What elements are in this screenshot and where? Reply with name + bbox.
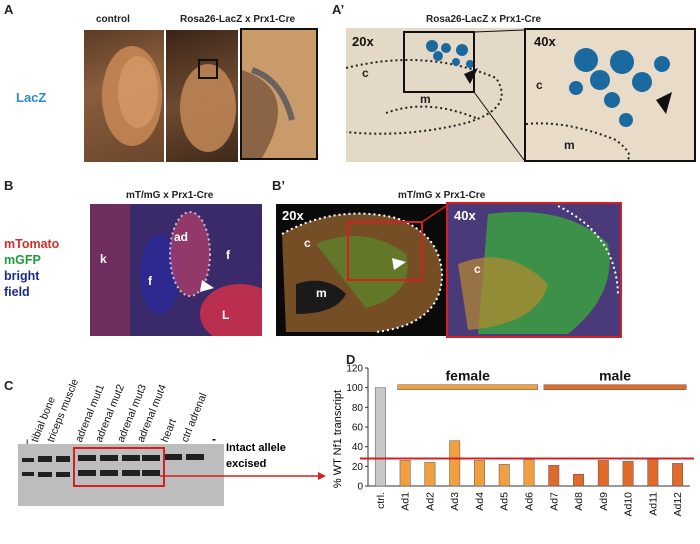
lacz-zoom-drawing bbox=[526, 48, 672, 160]
photo-gfp-section: 20x c m bbox=[276, 204, 446, 336]
x-tick-label: ctrl. bbox=[375, 492, 387, 509]
gel-drawing bbox=[22, 447, 204, 487]
panel-label-b: B bbox=[4, 178, 14, 193]
lane-label-ctrl-adrenal: ctrl adrenal bbox=[178, 391, 210, 444]
tag-ad: ad bbox=[174, 230, 189, 244]
panel-label-a-prime: A’ bbox=[332, 2, 345, 17]
x-tick-label: Ad2 bbox=[424, 492, 436, 511]
tag-m-gfp-left: m bbox=[316, 286, 327, 300]
tag-f-left: f bbox=[148, 274, 152, 288]
x-tick-label: Ad1 bbox=[400, 492, 412, 511]
control-embryo-drawing bbox=[102, 46, 162, 146]
tag-c-lacz-right: c bbox=[536, 78, 543, 92]
gfp-zoom-drawing bbox=[448, 204, 620, 336]
bar-ctrl bbox=[374, 387, 386, 487]
ladder-label: L bbox=[26, 438, 32, 448]
bar-ad12 bbox=[672, 463, 684, 487]
x-tick-label: Ad6 bbox=[524, 492, 536, 511]
x-tick-label: Ad4 bbox=[474, 492, 486, 511]
bar-chart: 0 20 40 60 80 100 120 ctrl. Ad1 Ad2 Ad3 Ad4 Ad5 Ad6 Ad… bbox=[346, 364, 694, 517]
gfp-section-drawing bbox=[281, 205, 446, 333]
lacz-label: LacZ bbox=[16, 90, 46, 105]
cross-embryo-drawing bbox=[180, 59, 236, 152]
caption-a-prime: Rosa26-LacZ x Prx1-Cre bbox=[426, 14, 542, 25]
band-label-excised: excised bbox=[226, 458, 267, 470]
mag-40x-lacz: 40x bbox=[534, 34, 556, 49]
photo-gfp-zoom: 40x c bbox=[446, 202, 622, 338]
male-group-label: male bbox=[599, 368, 631, 384]
tag-c-lacz-left: c bbox=[362, 66, 369, 80]
zoom-inset-drawing bbox=[242, 30, 316, 158]
caption-control: control bbox=[96, 14, 130, 25]
lane-label-heart: heart bbox=[158, 417, 179, 444]
bar-ad3 bbox=[449, 440, 461, 487]
y-tick-label: 80 bbox=[352, 403, 364, 414]
caption-b-prime: mT/mG x Prx1-Cre bbox=[398, 190, 486, 201]
gel-image bbox=[18, 444, 224, 506]
legend-field: field bbox=[4, 285, 30, 299]
y-tick-label: 20 bbox=[352, 462, 364, 473]
y-tick-label: 60 bbox=[352, 423, 364, 434]
x-tick-label: Ad12 bbox=[672, 492, 684, 517]
photo-lacz-zoom: 40x c m bbox=[524, 28, 696, 162]
bar-ad4 bbox=[474, 460, 485, 487]
tag-f-right: f bbox=[226, 248, 230, 262]
bar-ad2 bbox=[424, 462, 436, 487]
x-tick-label: Ad8 bbox=[573, 492, 585, 511]
panel-label-b-prime: B’ bbox=[272, 178, 285, 193]
caption-rosa26-lacz: Rosa26-LacZ x Prx1-Cre bbox=[180, 14, 296, 25]
bar-ad6 bbox=[523, 459, 535, 487]
bar-ad10 bbox=[622, 461, 634, 487]
band-label-intact: Intact allele bbox=[226, 442, 286, 454]
x-tick-label: Ad10 bbox=[623, 492, 635, 517]
legend-mtomato: mTomato bbox=[4, 237, 60, 251]
x-tick-label: Ad3 bbox=[449, 492, 461, 511]
bar-ad5 bbox=[498, 464, 510, 487]
x-tick-label: Ad7 bbox=[548, 492, 560, 511]
y-tick-label: 100 bbox=[346, 383, 363, 394]
tag-c-gfp-right: c bbox=[474, 262, 481, 276]
bar-ad11 bbox=[647, 458, 659, 487]
fluor-legend: mTomato mGFP bright field bbox=[4, 236, 59, 300]
mag-40x-gfp: 40x bbox=[454, 208, 476, 223]
tag-l: L bbox=[222, 308, 230, 322]
y-tick-label: 0 bbox=[357, 482, 363, 493]
bar-ad7 bbox=[548, 465, 560, 487]
legend-mgfp: mGFP bbox=[4, 253, 41, 267]
bar-ad9 bbox=[597, 460, 609, 487]
panel-label-a: A bbox=[4, 2, 14, 17]
tag-m-lacz-left: m bbox=[420, 92, 431, 106]
photo-zoom-inset bbox=[240, 28, 318, 160]
fluorescence-embryo-drawing bbox=[90, 204, 262, 336]
x-tick-label: Ad11 bbox=[647, 492, 659, 516]
panel-label-d: D bbox=[346, 352, 356, 367]
lane-dash: - bbox=[212, 432, 216, 446]
lacz-section-drawing bbox=[346, 29, 525, 161]
y-tick-label: 40 bbox=[352, 442, 364, 453]
excised-arrow bbox=[160, 472, 326, 480]
lacz-text: LacZ bbox=[16, 90, 47, 105]
photo-fluorescence-embryo: k ad f f L bbox=[90, 204, 262, 336]
female-group-bar bbox=[397, 384, 538, 390]
tag-c-gfp-left: c bbox=[304, 236, 311, 250]
y-tick-label: 120 bbox=[346, 364, 363, 375]
photo-control-embryo bbox=[84, 30, 164, 162]
tag-m-lacz-right: m bbox=[564, 138, 575, 152]
legend-bright: bright bbox=[4, 269, 40, 283]
mag-20x-lacz: 20x bbox=[352, 34, 374, 49]
x-tick-label: Ad5 bbox=[499, 492, 511, 511]
panel-label-c: C bbox=[4, 378, 14, 393]
caption-b: mT/mG x Prx1-Cre bbox=[126, 190, 214, 201]
bar-ad8 bbox=[573, 473, 584, 487]
tag-k: k bbox=[100, 252, 107, 266]
photo-cross-embryo bbox=[166, 30, 238, 162]
female-group-label: female bbox=[446, 368, 491, 384]
mag-20x-gfp: 20x bbox=[282, 208, 304, 223]
male-group-bar bbox=[543, 384, 687, 390]
x-tick-label: Ad9 bbox=[598, 492, 610, 511]
bar-ad1 bbox=[399, 460, 411, 487]
